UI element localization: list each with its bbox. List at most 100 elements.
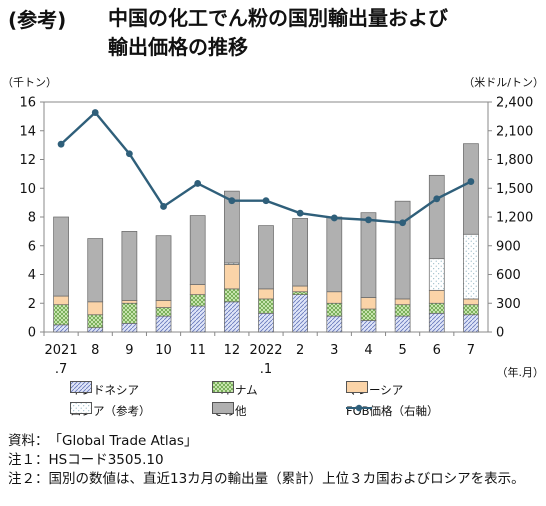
bar-segment-indonesia [53,324,69,333]
x-tick-label: 3 [330,343,338,358]
bar-segment-vietnam [463,304,479,316]
legend-item-indonesia: インドネシア [70,381,139,399]
legend-item-vietnam: ベトナム [212,381,258,399]
note-2-label: 注２： [8,471,49,487]
bar-segment-malaysia [87,301,104,316]
note-1-text: HSコード3505.10 [48,452,164,468]
note-1-label: 注１： [8,452,49,468]
note-source-label: 資料： [8,433,49,449]
right-tick-label: 300 [496,297,521,312]
right-tick-label: 2,400 [496,96,533,111]
bar-segment-other [53,216,69,297]
left-axis-unit: （千トン） [2,76,57,89]
legend-item-russia: ロシア（参考） [70,402,151,420]
bar-segment-other [189,215,206,285]
bar-segment-vietnam [53,304,69,326]
legend-item-malaysia: マレーシア [346,381,403,399]
right-tick-label: 0 [496,326,504,341]
bar-segment-malaysia [394,298,411,306]
chart-title-line2: 輸出価格の推移 [108,35,248,59]
bar-segment-other [223,190,240,264]
right-tick-label: 900 [496,239,521,254]
bar-segment-other [121,231,138,301]
fob-price-point [262,197,270,205]
bar-segment-other [87,238,104,303]
bar-segment-malaysia [428,289,445,304]
bar-segment-vietnam [326,302,343,317]
bar-segment-vietnam [121,302,138,324]
legend-swatch-vietnam [212,381,234,393]
legend-swatch-indonesia [70,381,92,393]
bar-segment-vietnam [258,298,274,314]
left-tick-label: 0 [28,326,36,341]
right-tick-label: 1,200 [496,211,533,226]
left-tick-label: 10 [19,182,36,197]
bar-segment-indonesia [121,323,138,333]
fob-price-point [125,150,133,158]
bar-segment-vietnam [189,294,206,307]
bar-segment-indonesia [155,315,172,333]
bar-segment-malaysia [258,288,274,300]
bar-segment-vietnam [155,307,172,317]
x-tick-label: 12 [224,343,241,358]
bar-segment-indonesia [258,312,274,333]
bar-segment-other [292,218,309,287]
fob-price-point [330,214,338,222]
fob-price-point [160,203,167,210]
bar-segment-malaysia [292,285,309,293]
fob-price-point [365,216,372,224]
bar-segment-other [155,235,172,301]
right-tick-label: 1,800 [496,153,533,168]
left-tick-label: 14 [19,124,36,139]
left-tick-label: 12 [19,153,36,168]
bar-segment-malaysia [53,295,69,306]
x-tick-label: 11 [189,343,206,358]
notes-block: 資料： 「Global Trade Atlas」 注１： HSコード3505.1… [8,432,544,489]
legend-item-other: その他 [212,402,247,420]
bar-segment-indonesia [87,327,104,333]
note-2: 注２： 国別の数値は、直近13カ月の輸出量（累計）上位３カ国およびロシアを表示。 [8,470,544,489]
bar-segment-russia [428,258,445,291]
bar-segment-vietnam [394,304,411,317]
bar-segment-vietnam [87,314,104,329]
bar-segment-indonesia [360,320,377,333]
title-prefix: (参考) [8,8,67,32]
bar-segment-indonesia [326,315,343,333]
bar-segment-other [326,216,343,293]
chart-title: 中国の化工でん粉の国別輸出量および 輸出価格の推移 [108,4,538,62]
right-tick-label: 600 [496,268,521,283]
x-tick-label: 2021 [45,343,78,358]
legend-item-fob-price: FOB価格（右軸） [346,402,439,420]
bar-segment-indonesia [463,314,479,333]
left-tick-label: 16 [19,96,36,111]
bar-segment-malaysia [360,297,377,310]
left-tick-label: 6 [28,239,36,254]
bar-segment-malaysia [189,284,206,295]
note-source-text: 「Global Trade Atlas」 [48,433,198,449]
fob-price-point [467,178,475,185]
bar-segment-russia [463,233,479,300]
x-tick-label: 6 [433,343,441,358]
bar-segment-malaysia [121,300,138,304]
legend-swatch-other [212,402,234,414]
bar-segment-vietnam [360,308,377,321]
fob-price-point [296,209,304,217]
x-tick-label: 2 [296,343,304,358]
chart-legend: インドネシア ベトナム マレーシア ロシア（参考） その他 FOB価格（右軸） [70,381,540,423]
bar-segment-indonesia [223,301,240,333]
legend-swatch-malaysia [346,381,368,393]
bar-segment-vietnam [292,291,309,295]
bar-segment-other [428,174,445,260]
fob-price-point [57,140,65,148]
bar-segment-indonesia [189,305,206,333]
legend-swatch-fob-price [346,404,372,412]
right-tick-label: 2,100 [496,124,533,139]
left-tick-label: 4 [28,268,36,283]
legend-swatch-russia [70,402,92,414]
fob-price-point [91,109,99,116]
bar-segment-malaysia [463,298,479,306]
x-tick-label: 2022 [249,343,282,358]
bar-segment-malaysia [326,291,343,304]
note-source: 資料： 「Global Trade Atlas」 [8,432,544,451]
fob-price-point [228,197,236,205]
